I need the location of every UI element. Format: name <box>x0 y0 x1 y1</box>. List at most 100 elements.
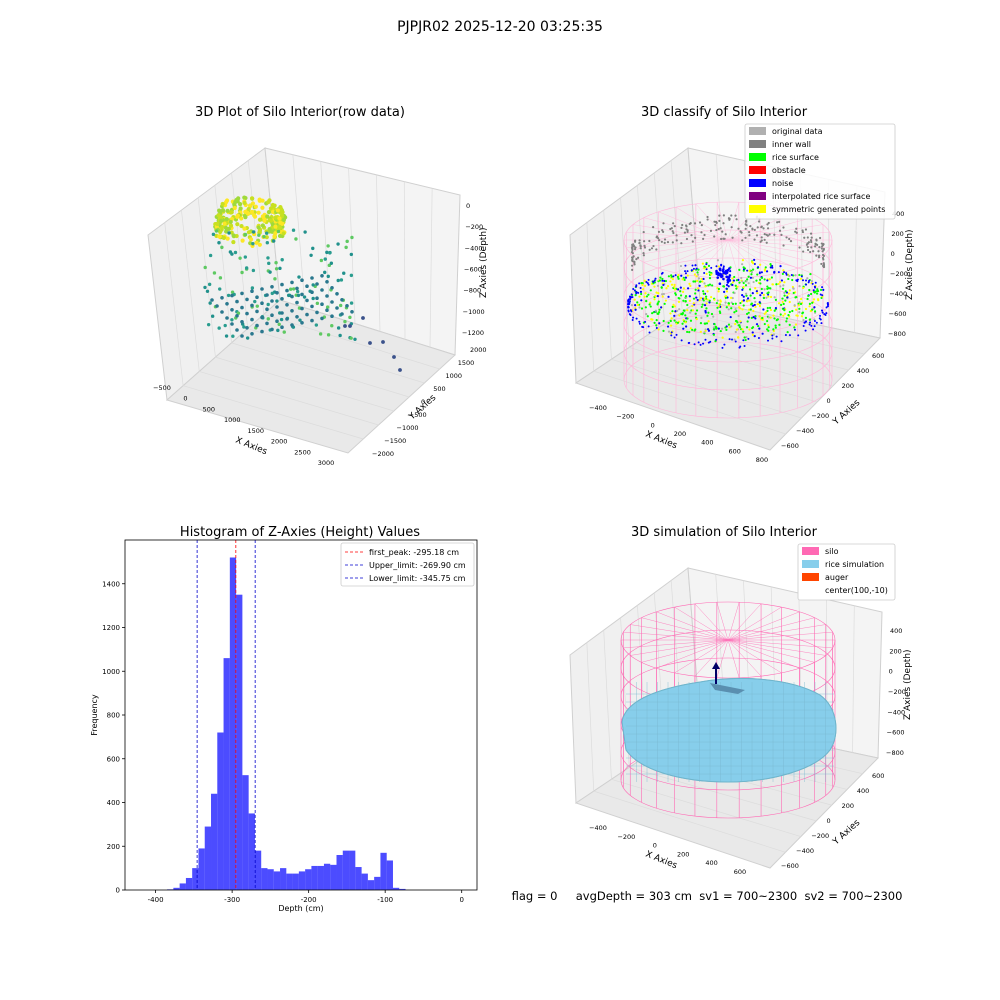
data-point <box>754 317 757 320</box>
data-point <box>688 282 691 285</box>
data-point <box>231 233 236 238</box>
data-point <box>228 250 233 254</box>
data-point <box>325 294 329 298</box>
data-point <box>255 295 259 300</box>
data-point <box>330 323 334 328</box>
data-point <box>646 315 649 318</box>
data-point <box>742 268 745 271</box>
data-point <box>808 318 811 321</box>
data-point <box>686 309 689 312</box>
data-point <box>713 323 716 326</box>
data-point <box>691 264 694 267</box>
silo-line <box>641 639 729 663</box>
data-point <box>718 282 722 286</box>
data-point <box>744 227 747 230</box>
data-point <box>657 292 660 295</box>
data-point <box>652 311 655 314</box>
data-point <box>693 273 696 276</box>
tick-label: −500 <box>409 411 427 419</box>
data-point <box>246 211 251 216</box>
data-point <box>796 280 799 283</box>
tick-label: 1500 <box>247 427 264 435</box>
data-point <box>726 296 729 299</box>
data-point <box>246 206 251 212</box>
data-point <box>817 299 820 302</box>
data-point <box>692 297 696 300</box>
data-point <box>805 279 808 282</box>
data-point <box>276 229 281 234</box>
tick-label: 200 <box>889 647 901 655</box>
data-point <box>804 329 807 332</box>
legend-box <box>340 542 475 587</box>
data-point <box>785 236 788 239</box>
data-point <box>628 313 631 316</box>
data-point <box>802 319 805 322</box>
data-point <box>821 311 824 314</box>
grid-line <box>586 222 595 372</box>
data-point <box>787 292 790 295</box>
data-point <box>635 285 638 288</box>
silo-line <box>632 224 729 241</box>
data-point <box>659 276 662 279</box>
data-point <box>763 233 766 236</box>
data-point <box>791 309 794 313</box>
data-point <box>679 286 682 289</box>
legend-label: obstacle <box>772 166 806 175</box>
data-point <box>735 319 738 323</box>
tick-label: 400 <box>107 799 120 807</box>
data-point <box>779 313 782 316</box>
data-point <box>265 307 269 312</box>
tick-label: −600 <box>781 442 799 450</box>
tick-label: 400 <box>701 439 713 447</box>
tick-label: −800 <box>463 287 481 295</box>
data-point <box>760 276 764 279</box>
data-point <box>798 285 801 288</box>
data-point <box>761 316 764 320</box>
data-point <box>734 330 737 334</box>
data-point <box>691 304 694 308</box>
data-point <box>226 293 231 298</box>
data-point <box>727 279 730 283</box>
data-point <box>788 310 791 314</box>
data-point <box>785 273 788 276</box>
tick-label: −400 <box>887 708 905 716</box>
z-ticks: 0 −200 −400 −600 −800 −1000 −1200 <box>462 202 485 337</box>
data-point <box>716 276 720 279</box>
data-point <box>657 300 660 303</box>
data-point <box>746 300 749 303</box>
data-point <box>235 299 239 304</box>
data-point <box>705 268 708 271</box>
data-point <box>737 227 740 230</box>
data-point <box>771 283 775 286</box>
legend: silo rice simulation auger center(100,-10) <box>797 543 896 601</box>
data-point <box>721 346 724 349</box>
data-point <box>315 301 320 306</box>
data-point <box>778 323 781 326</box>
legend-label: interpolated rice surface <box>772 192 870 201</box>
data-point <box>238 201 243 207</box>
data-point <box>243 255 248 259</box>
silo-line <box>674 639 729 674</box>
x-axis-label: X Axies <box>644 850 679 872</box>
data-point <box>727 323 731 326</box>
data-point <box>264 235 269 240</box>
data-point <box>661 295 664 298</box>
data-point <box>270 313 274 318</box>
data-point <box>698 221 702 224</box>
data-point <box>753 228 756 232</box>
data-point <box>784 290 787 293</box>
data-point <box>765 296 768 299</box>
tick-label: 1200 <box>102 624 120 632</box>
data-point <box>678 308 681 311</box>
data-point <box>773 233 776 236</box>
data-point <box>718 267 722 271</box>
data-point <box>649 289 652 292</box>
data-point <box>636 303 639 307</box>
data-point <box>724 326 727 329</box>
data-point <box>220 224 225 230</box>
histogram-bar <box>292 873 299 890</box>
data-point <box>280 311 284 315</box>
data-point <box>805 243 809 246</box>
silo-line <box>658 239 729 269</box>
data-point <box>745 224 748 227</box>
